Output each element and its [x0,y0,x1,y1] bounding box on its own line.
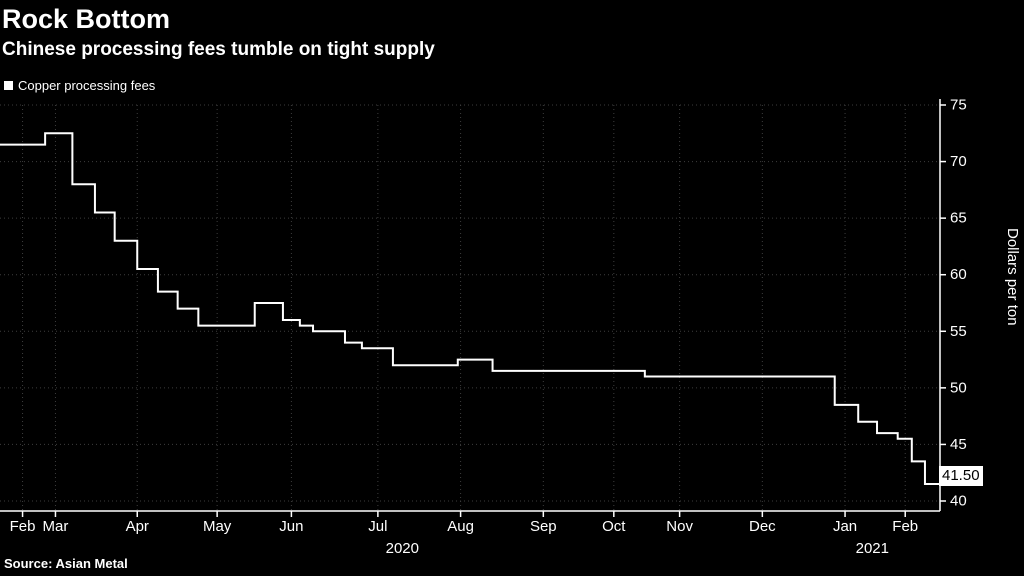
series-copper-processing-fees [0,132,940,486]
x-tick-label: Oct [602,518,626,535]
x-tick-label: Aug [447,518,474,535]
y-tick-label: 60 [950,266,967,283]
y-tick-label: 40 [950,493,967,510]
chart-canvas: 75 70 65 60 55 50 45 40 Feb Mar Apr May Jun Jul Aug Sep… [0,97,967,555]
x-tick-label: Jun [279,518,303,535]
legend: Copper processing fees [4,78,155,93]
y-axis-title: Dollars per ton [1004,228,1021,326]
x-tick-label: Jan [833,518,857,535]
x-tick-label: May [203,518,232,535]
x-tick-label: Feb [892,518,918,535]
x-year-label: 2021 [856,540,889,555]
y-tick-label: 55 [950,323,967,340]
x-tick-label: Jul [368,518,387,535]
x-tick-label: Sep [530,518,557,535]
line-chart: 75 70 65 60 55 50 45 40 Feb Mar Apr May Jun Jul Aug Sep… [0,95,1024,555]
last-value-label: 41.50 [939,466,983,486]
x-tick-label: Mar [43,518,69,535]
legend-label: Copper processing fees [18,78,156,93]
y-tick-label: 45 [950,436,967,453]
x-year-label: 2020 [386,540,419,555]
x-tick-label: Dec [749,518,776,535]
page-subtitle: Chinese processing fees tumble on tight … [2,39,435,60]
legend-swatch-icon [4,81,13,90]
source-credit: Source: Asian Metal [4,556,128,571]
y-tick-label: 70 [950,153,967,170]
x-tick-label: Nov [666,518,693,535]
y-tick-label: 75 [950,97,967,114]
x-tick-label: Feb [10,518,36,535]
y-tick-label: 65 [950,210,967,227]
page-title: Rock Bottom [2,4,170,34]
y-tick-label: 50 [950,379,967,396]
x-tick-label: Apr [126,518,149,535]
